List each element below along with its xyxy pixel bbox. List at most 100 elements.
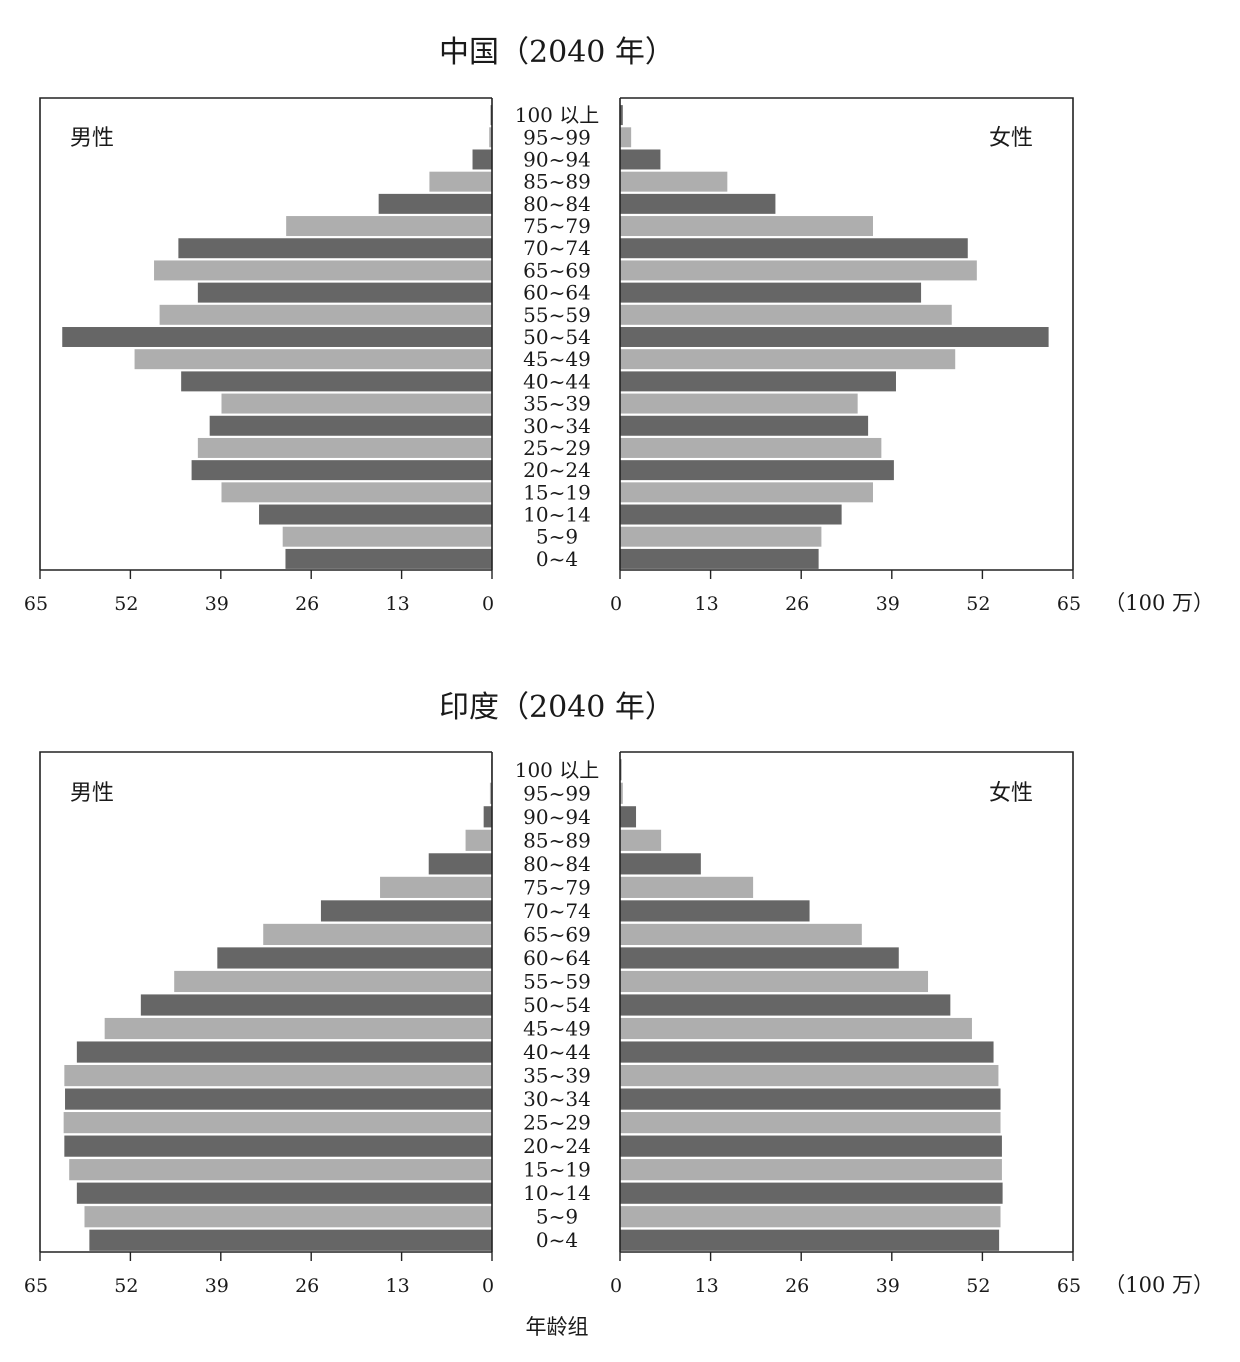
male-bar-20~24: [64, 1135, 492, 1157]
female-bar-45~49: [620, 1017, 972, 1040]
age-group-label: 35~39: [523, 392, 591, 416]
female-bar-20~24: [620, 1135, 1002, 1157]
male-bar-0~4: [285, 548, 492, 569]
male-x-tick-label: 0: [482, 1275, 494, 1297]
age-group-label: 75~79: [523, 875, 591, 899]
female-label: 女性: [989, 781, 1033, 806]
male-bar-15~19: [69, 1159, 493, 1181]
female-x-tick-label: 39: [876, 593, 900, 615]
age-group-label: 70~74: [523, 899, 591, 923]
female-bar-80~84: [620, 193, 776, 214]
female-panel-frame: [620, 97, 1074, 570]
male-bar-65~69: [263, 923, 492, 946]
age-group-label: 0~4: [536, 1228, 578, 1252]
female-bar-50~54: [620, 994, 951, 1016]
pyramid-chart-2: 印度（2040 年） 100 以上95~9990~9485~8980~8475~7…: [24, 690, 1214, 1339]
male-bar-55~59: [174, 970, 492, 993]
female-x-tick-label: 52: [966, 593, 990, 615]
female-bar-85~89: [620, 829, 662, 851]
female-bar-90~94: [620, 806, 637, 828]
female-label: 女性: [989, 126, 1033, 151]
age-group-label: 30~34: [523, 1087, 591, 1111]
age-group-label: 15~19: [523, 480, 591, 504]
female-bar-0~4: [620, 1229, 1000, 1251]
male-bar-70~74: [178, 238, 493, 259]
male-x-tick-label: 26: [295, 593, 319, 615]
male-bar-5~9: [84, 1206, 493, 1228]
male-bar-45~49: [104, 1017, 492, 1040]
male-bar-25~29: [63, 1112, 493, 1134]
age-group-label: 55~59: [523, 969, 591, 993]
age-group-label: 60~64: [523, 281, 591, 305]
female-bar-100 以上: [620, 105, 623, 126]
male-panel-frame: [39, 97, 492, 570]
age-group-label: 95~99: [523, 781, 591, 805]
female-x-tick-label: 0: [610, 593, 622, 615]
male-bar-0~4: [89, 1229, 492, 1251]
male-bar-95~99: [489, 127, 492, 148]
male-bar-90~94: [483, 806, 492, 828]
age-group-label: 20~24: [523, 1134, 591, 1158]
age-group-label: 50~54: [523, 993, 591, 1017]
age-group-label: 5~9: [536, 1205, 578, 1229]
male-bar-75~79: [286, 216, 492, 237]
female-bar-15~19: [620, 1159, 1002, 1181]
female-bar-25~29: [620, 437, 882, 458]
male-bar-5~9: [282, 526, 492, 547]
age-group-label: 25~29: [523, 1111, 591, 1135]
male-x-tick-label: 39: [205, 1275, 229, 1297]
female-bar-10~14: [620, 504, 842, 525]
age-group-label: 0~4: [536, 547, 578, 571]
female-bar-95~99: [620, 127, 632, 148]
age-group-label: 45~49: [523, 347, 591, 371]
age-group-label: 10~14: [523, 1181, 591, 1205]
male-bar-20~24: [191, 460, 492, 481]
female-bar-10~14: [620, 1182, 1003, 1204]
female-bar-40~44: [620, 1041, 994, 1063]
age-group-label: 75~79: [523, 214, 591, 238]
female-x-tick-label: 13: [695, 593, 719, 615]
age-group-label: 65~69: [523, 258, 591, 282]
age-group-label: 40~44: [523, 1040, 591, 1064]
male-bar-50~54: [140, 994, 493, 1016]
male-x-tick-label: 65: [24, 593, 48, 615]
female-bar-70~74: [620, 238, 968, 259]
male-bar-30~34: [65, 1088, 492, 1110]
age-group-label: 5~9: [536, 525, 578, 549]
male-bar-10~14: [76, 1182, 493, 1204]
x-axis-title: 年龄组: [526, 1315, 589, 1339]
male-bar-45~49: [134, 349, 492, 370]
female-bar-75~79: [620, 216, 873, 237]
age-group-label: 35~39: [523, 1064, 591, 1088]
male-bar-50~54: [62, 327, 492, 347]
male-bar-70~74: [320, 900, 492, 922]
age-group-label: 60~64: [523, 946, 591, 970]
male-x-tick-label: 13: [386, 593, 410, 615]
female-bar-35~39: [620, 393, 858, 414]
female-bar-85~89: [620, 171, 728, 192]
female-bar-50~54: [620, 327, 1049, 347]
female-bar-75~79: [620, 876, 754, 898]
female-bar-95~99: [620, 782, 623, 804]
female-bar-55~59: [620, 970, 929, 993]
female-x-tick-label: 65: [1057, 593, 1081, 615]
female-x-tick-label: 13: [695, 1275, 719, 1297]
female-x-tick-label: 0: [610, 1275, 622, 1297]
age-group-label: 15~19: [523, 1158, 591, 1182]
age-group-label: 85~89: [523, 828, 591, 852]
male-bar-60~64: [197, 282, 493, 303]
male-bar-35~39: [221, 393, 492, 414]
male-x-tick-label: 52: [114, 593, 138, 615]
female-bar-70~74: [620, 900, 810, 922]
male-bar-35~39: [64, 1064, 492, 1087]
age-group-label: 90~94: [523, 805, 591, 829]
male-x-tick-label: 39: [205, 593, 229, 615]
female-x-tick-label: 26: [785, 1275, 809, 1297]
male-x-tick-label: 65: [24, 1275, 48, 1297]
female-bar-55~59: [620, 304, 952, 325]
age-group-label: 85~89: [523, 170, 591, 194]
female-bar-60~64: [620, 282, 922, 303]
female-bar-30~34: [620, 1088, 1001, 1110]
male-bar-40~44: [76, 1041, 493, 1063]
male-bar-25~29: [197, 437, 493, 458]
